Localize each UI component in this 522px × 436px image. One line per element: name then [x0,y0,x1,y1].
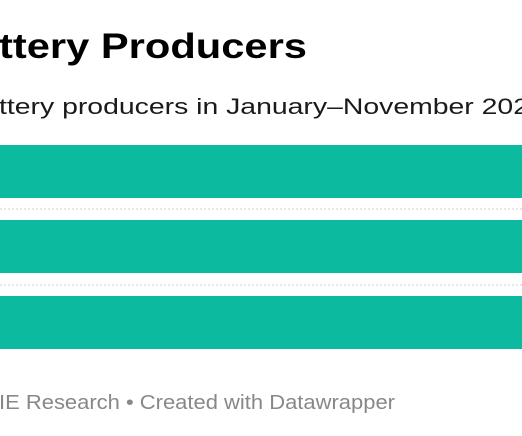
footer-source: IE Research • Created with Datawrapper [0,392,395,414]
chart-subtitle: ttery producers in January–November 202 [0,94,522,119]
bar [0,296,522,349]
chart-title: ttery Producers [0,27,307,66]
bar [0,220,522,273]
bar [0,145,522,198]
